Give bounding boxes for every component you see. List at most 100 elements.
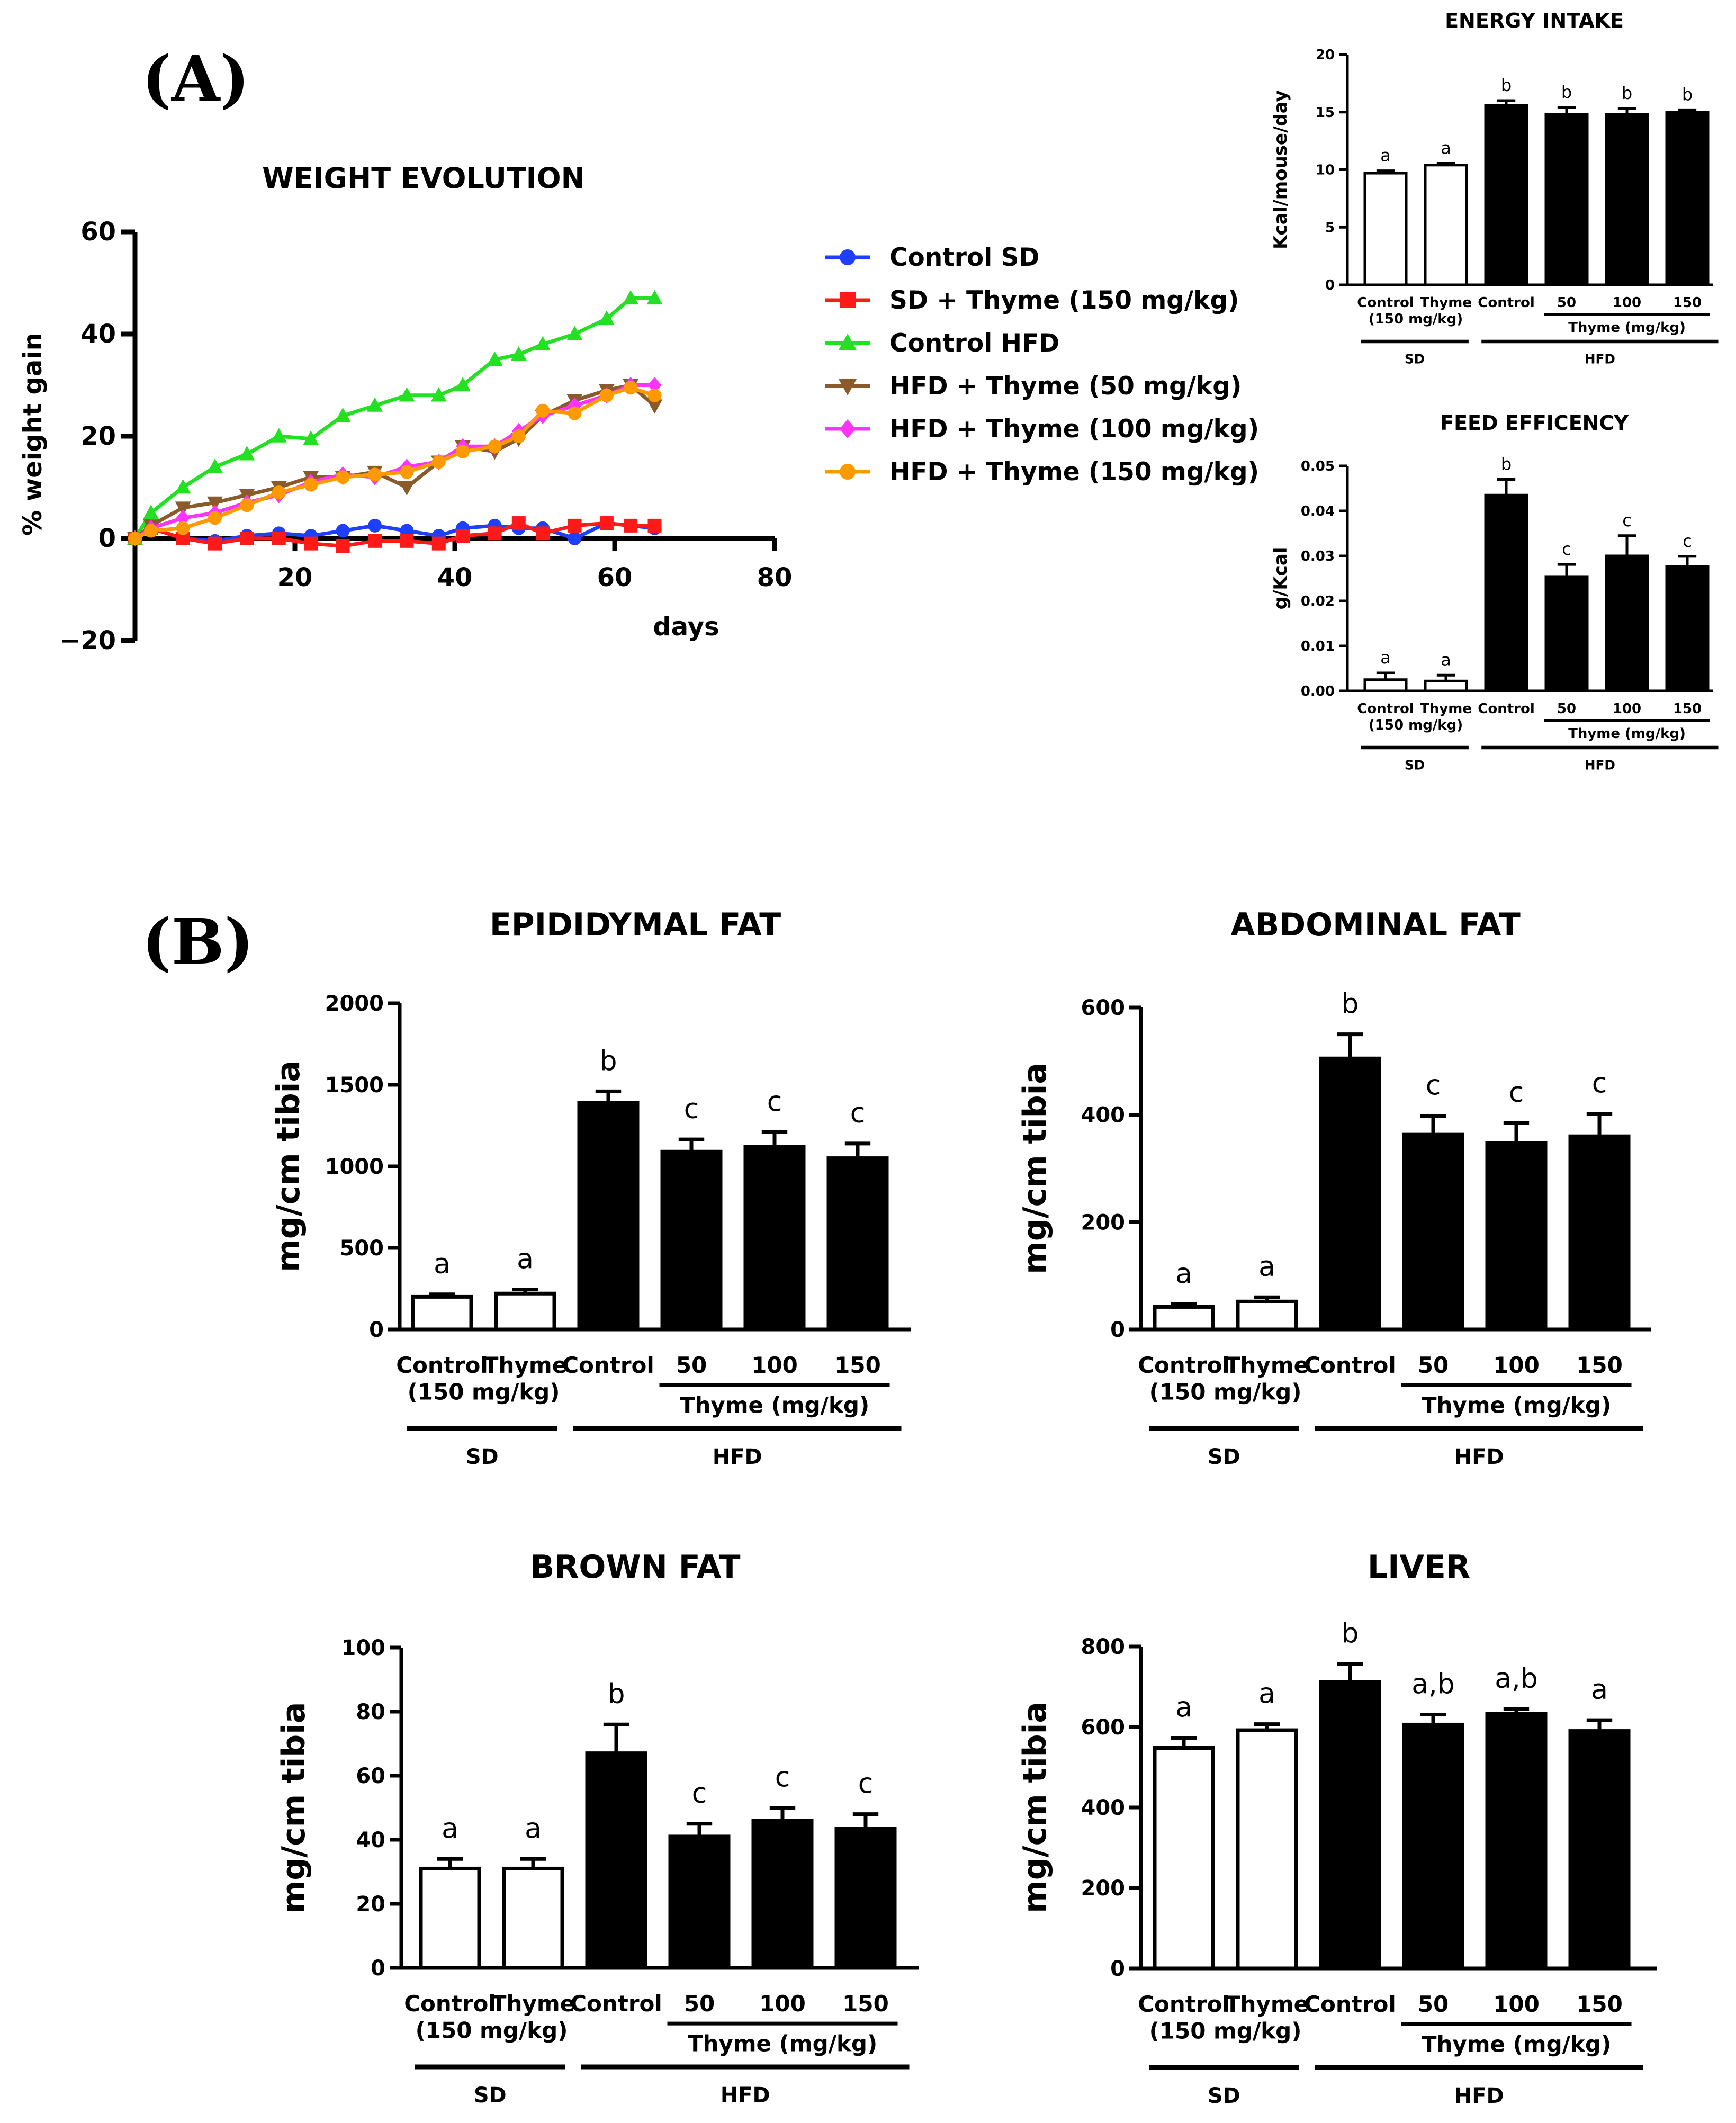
epi-bar (494, 1291, 556, 1332)
weight-point (336, 524, 350, 538)
energy-category-label: 150 (1673, 295, 1702, 311)
weight-point (368, 534, 382, 548)
weight-point (455, 376, 471, 392)
liver-chart: LIVER mg/cm tibia 0 200 400 600 800 a Control a Th… (1017, 1549, 1657, 2108)
weight-point (335, 407, 351, 422)
epi-hfd-label: HFD (713, 1445, 762, 1469)
legend-marker (840, 249, 856, 265)
abd-y-tick-label: 400 (1081, 1103, 1126, 1128)
feed-significance-letter: c (1622, 510, 1632, 530)
abd-y-tick-label: 0 (1110, 1318, 1125, 1342)
liver-sd-label: SD (1208, 2084, 1240, 2108)
feed-significance-letter: a (1380, 647, 1391, 668)
feed-y-tick-label: 0.02 (1301, 593, 1335, 609)
weight-y-tick-label: 20 (80, 421, 116, 451)
liver-y-tick-label: 0 (1110, 1957, 1125, 1981)
feed-hfd-label: HFD (1585, 758, 1615, 773)
brown-category-label: 100 (759, 1991, 806, 2017)
weight-y-tick-label: 40 (80, 319, 116, 349)
weight-point (431, 536, 446, 551)
legend-label: HFD + Thyme (100 mg/kg) (889, 415, 1259, 444)
energy-category-label: 100 (1613, 295, 1641, 311)
energy-y-tick-label: 20 (1316, 47, 1335, 63)
feed-category-label: Control (1357, 701, 1414, 717)
weight-point (599, 388, 614, 402)
liver-bar (1319, 1680, 1381, 1971)
energy-category-label: Control (1478, 295, 1534, 311)
epi-category-label: Control (396, 1352, 488, 1378)
feed-thyme-dose-label: (150 mg/kg) (1369, 717, 1463, 733)
legend-marker (840, 464, 856, 480)
weight-point (647, 376, 662, 394)
brown-bar (419, 1866, 481, 1970)
weight-point (511, 516, 526, 530)
legend-marker (840, 292, 856, 308)
weight-point (239, 446, 255, 461)
weight-point (624, 381, 638, 395)
weight-point (598, 310, 615, 325)
feed-significance-letter: c (1683, 531, 1692, 551)
liver-thyme-group-label: Thyme (mg/kg) (1422, 2031, 1611, 2057)
feed-y-tick-label: 0.04 (1301, 503, 1335, 519)
brown-bar (834, 1827, 897, 1970)
weight-point (536, 403, 550, 418)
abd-category-label: Control (1138, 1352, 1230, 1378)
abd-y-axis-label: mg/cm tibia (1017, 1063, 1054, 1274)
weight-point (399, 387, 415, 402)
feed-bar (1484, 493, 1528, 692)
weight-point (536, 526, 550, 541)
feed-title: FEED EFFICENCY (1440, 411, 1629, 435)
feed-bar (1424, 679, 1468, 692)
weight-point (368, 467, 382, 482)
epi-bar (743, 1145, 806, 1332)
legend-label: Control HFD (889, 329, 1059, 358)
liver-significance-letter: a,b (1411, 1668, 1454, 1700)
weight-point (144, 524, 158, 538)
liver-y-tick-label: 200 (1081, 1876, 1126, 1901)
weight-point (568, 518, 582, 533)
liver-bar (1236, 1728, 1298, 1971)
brown-category-label: Control (570, 1991, 662, 2017)
liver-bar (1485, 1712, 1548, 1971)
legend-label: HFD + Thyme (150 mg/kg) (889, 457, 1259, 487)
weight-point (568, 406, 582, 420)
feed-category-label: Control (1478, 701, 1534, 717)
brown-chart: BROWN FAT mg/cm tibia 0 20 40 60 80 100 a Control… (275, 1549, 919, 2108)
panel-label-b: (B) (142, 905, 254, 978)
energy-significance-letter: b (1561, 82, 1572, 102)
weight-point (175, 479, 191, 494)
liver-category-label: 100 (1493, 1991, 1540, 2017)
weight-point (176, 509, 190, 526)
liver-category-label: 150 (1576, 1991, 1623, 2017)
abd-significance-letter: c (1592, 1068, 1607, 1100)
legend-marker (838, 334, 857, 350)
liver-category-label: Thyme (1225, 1991, 1309, 2017)
brown-bar (585, 1751, 647, 1970)
liver-bar (1402, 1722, 1464, 1971)
weight-y-tick-label: 60 (80, 217, 116, 247)
feed-bar (1544, 575, 1589, 692)
legend-label: SD + Thyme (150 mg/kg) (889, 286, 1239, 315)
feed-y-tick-label: 0.01 (1301, 638, 1335, 654)
liver-category-label: Control (1304, 1991, 1396, 2017)
feed-y-tick-label: 0.00 (1301, 683, 1335, 699)
abd-category-label: 100 (1493, 1352, 1540, 1378)
feed-bar (1665, 565, 1710, 692)
brown-significance-letter: b (607, 1678, 625, 1710)
feed-significance-letter: a (1441, 650, 1451, 670)
abd-hfd-label: HFD (1454, 1445, 1504, 1469)
epi-category-label: Control (562, 1352, 654, 1378)
weight-point (400, 534, 414, 548)
energy-category-label: Control (1357, 295, 1414, 311)
weight-point (488, 439, 502, 454)
epi-significance-letter: c (684, 1093, 699, 1125)
weight-point (207, 496, 223, 511)
weight-point (399, 481, 415, 496)
feed-significance-letter: c (1562, 539, 1571, 559)
abd-significance-letter: c (1426, 1070, 1441, 1102)
legend-marker (840, 419, 856, 438)
abd-category-label: Control (1304, 1352, 1396, 1378)
brown-y-tick-label: 20 (356, 1892, 385, 1917)
epi-significance-letter: a (434, 1248, 451, 1280)
abd-bar (1319, 1056, 1381, 1332)
